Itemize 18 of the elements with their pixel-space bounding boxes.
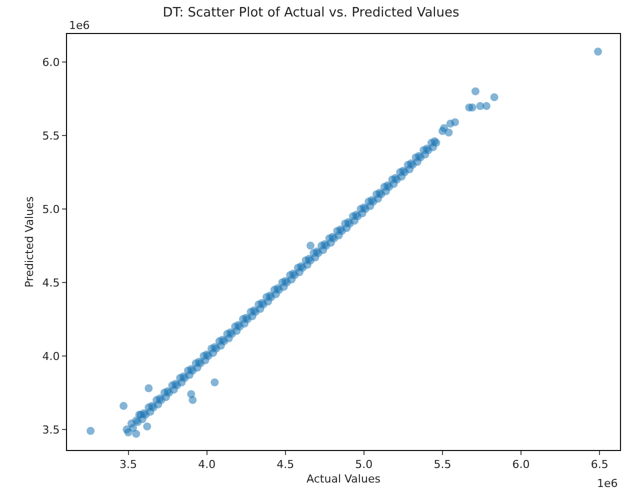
chart-title: DT: Scatter Plot of Actual vs. Predicted Values [162,6,460,21]
x-tick-label: 6.0 [512,458,530,472]
x-axis-title: Actual Values [306,472,381,486]
x-tick-label: 5.5 [434,458,452,472]
y-tick-label: 6.0 [42,56,60,69]
text: 1e6 [69,19,90,32]
y-tick-label: 5.5 [42,129,60,142]
y-tick-label: 4.5 [42,276,60,290]
y-tick-label: 4.0 [42,350,60,363]
x-tick-label: 3.5 [120,458,138,472]
x-tick-label: 6.5 [590,458,608,472]
x-tick-label: 5.0 [355,458,373,472]
y-tick-label: 3.5 [42,423,60,436]
y-tick-label: 5.0 [42,202,60,216]
y-axis-title: Predicted Values [22,196,36,288]
text: 1e6 [597,477,618,490]
x-tick-label: 4.5 [276,458,294,472]
x-tick-label: 4.0 [198,458,216,472]
